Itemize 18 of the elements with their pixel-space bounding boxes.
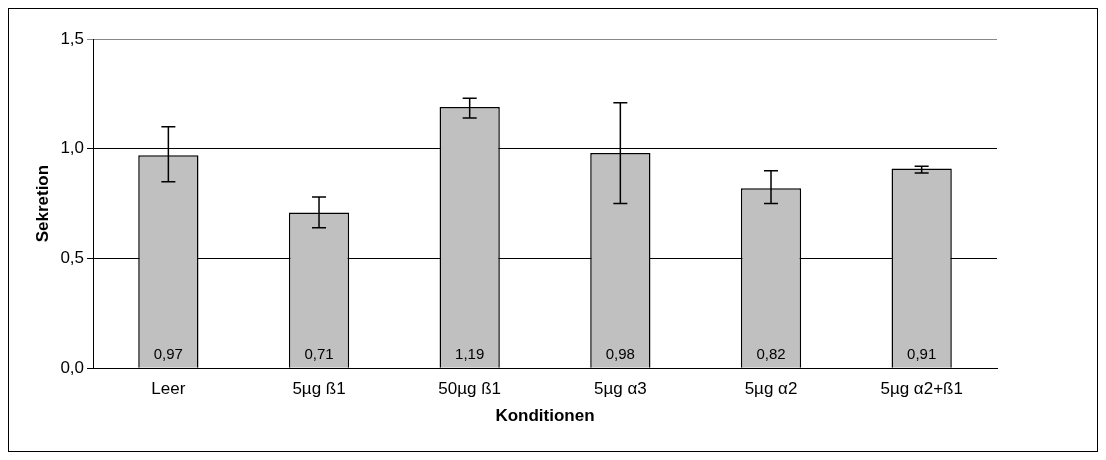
x-tick-label: 50µg ß1 xyxy=(438,379,502,399)
data-label: 0,98 xyxy=(605,344,635,362)
y-tick-label: 1,0 xyxy=(60,138,85,158)
x-tick-label: 5µg ß1 xyxy=(292,379,346,399)
x-tick-label: Leer xyxy=(151,379,186,399)
x-tick-label: 5µg α2+ß1 xyxy=(880,379,963,399)
data-label: 0,71 xyxy=(304,344,334,362)
y-tick-label: 1,5 xyxy=(60,28,85,48)
y-axis-title: Sekretion xyxy=(32,164,52,243)
x-axis-title: Konditionen xyxy=(495,406,595,426)
y-tick-label: 0,0 xyxy=(60,357,85,377)
y-tick-label: 0,5 xyxy=(60,248,85,268)
data-label: 0,82 xyxy=(756,344,786,362)
data-label: 0,97 xyxy=(153,344,183,362)
x-tick-label: 5µg α2 xyxy=(744,379,798,399)
data-label: 1,19 xyxy=(455,344,485,362)
x-tick-label: 5µg α3 xyxy=(593,379,647,399)
data-label: 0,91 xyxy=(907,344,937,362)
